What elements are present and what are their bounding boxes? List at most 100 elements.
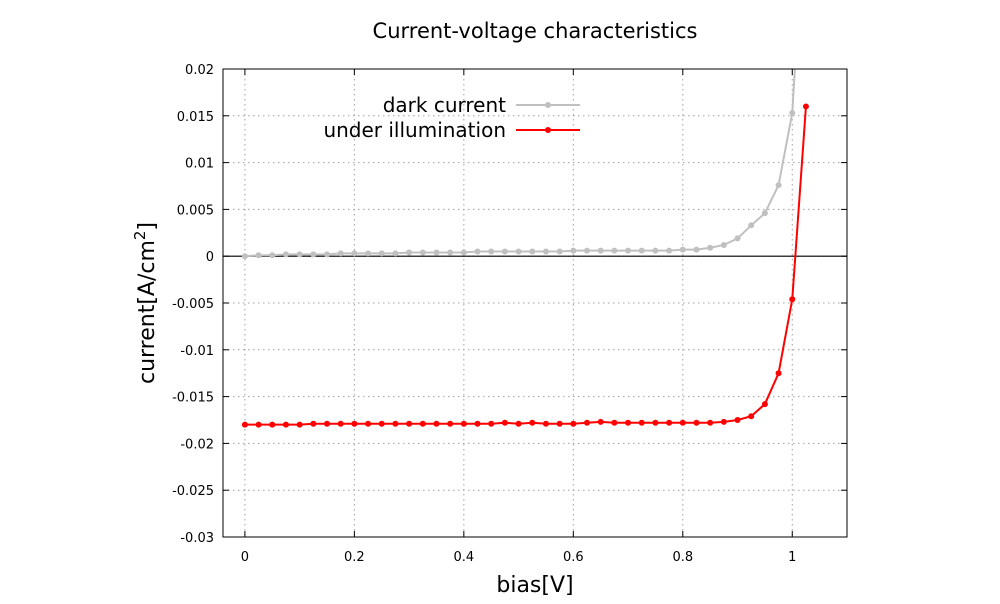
data-point [337,420,344,427]
x-tick-label: 1 [788,550,796,565]
x-axis-label: bias[V] [496,573,573,598]
y-axis-label: current[A/cm2] [131,222,160,384]
y-tick-label: -0.01 [180,344,214,359]
legend-marker [545,127,551,133]
data-point [501,248,508,255]
data-point [597,418,604,425]
data-point [720,418,727,425]
data-point [734,235,741,242]
x-tick-label: 0.8 [672,550,693,565]
data-point [460,420,467,427]
data-point [310,251,317,258]
data-point [542,248,549,255]
data-point [529,419,536,426]
data-point [488,248,495,255]
data-point [433,420,440,427]
legend-marker [545,102,551,108]
data-point [570,247,577,254]
data-point [406,249,413,256]
data-point [693,246,700,253]
data-point [666,419,673,426]
y-tick-label: -0.02 [180,437,214,452]
data-point [693,419,700,426]
y-tick-label: -0.015 [172,391,214,406]
data-point [652,247,659,254]
data-point [529,248,536,255]
y-tick-label: -0.025 [172,484,214,499]
data-point [255,421,262,428]
data-point [775,182,782,189]
data-point [638,247,645,254]
data-point [707,244,714,251]
data-point [392,250,399,257]
data-point [625,419,632,426]
y-axis-label-main: current[A/cm [135,240,160,384]
data-point [337,250,344,257]
data-point [720,241,727,248]
data-point [392,420,399,427]
series-under-illumination [241,103,809,428]
series-dark-current [241,69,796,260]
series-line [244,106,807,426]
data-point [474,248,481,255]
data-point [241,253,248,260]
data-point [365,250,372,257]
y-tick-label: 0.02 [185,63,214,78]
y-tick-label: 0.01 [185,157,214,172]
data-point [556,420,563,427]
data-point [679,419,686,426]
data-point [652,419,659,426]
data-point [789,296,796,303]
x-tick-label: 0.2 [344,550,365,565]
data-point [542,420,549,427]
data-point [296,421,303,428]
data-point [625,247,632,254]
data-point [296,251,303,258]
x-tick-label: 0 [241,550,249,565]
data-point [406,420,413,427]
data-point [597,247,604,254]
data-point [378,250,385,257]
legend-label: under illumination [323,118,506,142]
data-point [515,420,522,427]
y-tick-label: -0.03 [180,531,214,546]
x-tick-label: 0.6 [563,550,584,565]
data-point [488,420,495,427]
data-point [584,419,590,426]
data-point [447,249,454,256]
data-point [365,420,372,427]
data-point [378,420,385,427]
data-point [351,420,358,427]
data-point [775,370,782,377]
data-point [556,248,563,255]
y-tick-label: 0.005 [177,203,214,218]
data-point [241,421,248,428]
data-point [515,248,522,255]
data-point [433,249,440,256]
data-point [666,247,673,254]
series-group [241,69,809,428]
y-axis-label-sup: 2 [131,231,149,241]
data-point [255,252,262,259]
data-point [282,251,289,258]
data-point [748,222,755,229]
grid [223,68,847,538]
x-tick-label: 0.4 [453,550,474,565]
data-point [447,420,454,427]
data-point [501,419,508,426]
data-point [570,420,577,427]
data-point [584,247,590,254]
data-point [734,417,741,423]
data-point [419,249,426,256]
data-point [748,413,755,420]
chart-title: Current-voltage characteristics [373,19,698,43]
data-point [707,419,714,426]
data-point [638,419,645,426]
data-point [474,420,481,427]
data-point [802,103,809,110]
data-point [282,421,289,428]
data-point [761,210,768,217]
